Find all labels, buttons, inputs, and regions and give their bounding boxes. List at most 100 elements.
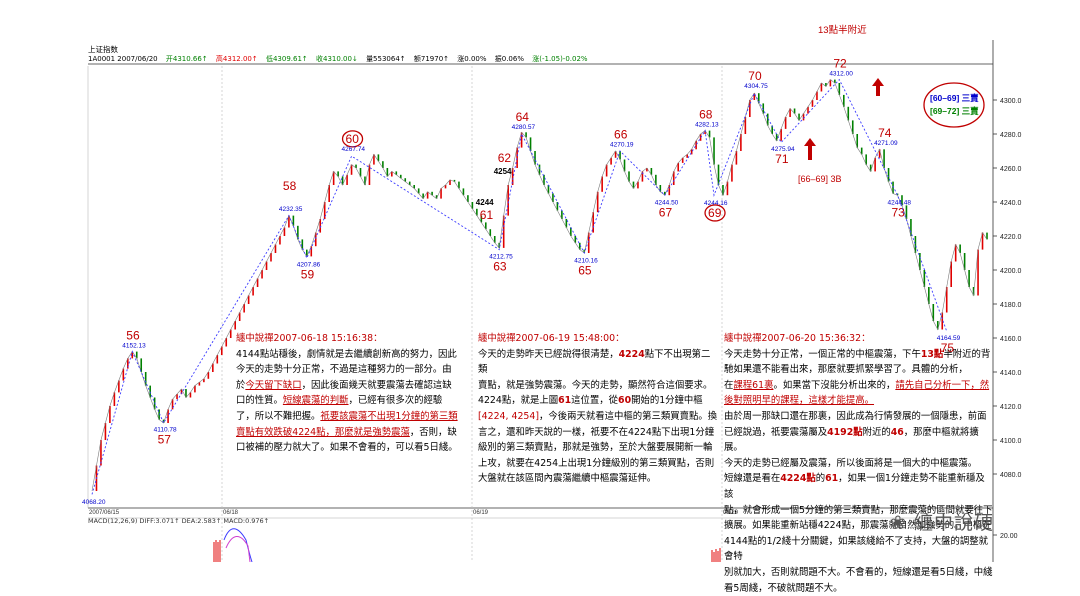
note2-line3d: 60 [618, 395, 632, 407]
note3-line1c: 半附近的背 [943, 348, 991, 360]
price-label: 4207.86 [297, 262, 321, 269]
wave-label-65: 65 [578, 264, 592, 278]
wave-label-58: 58 [283, 179, 297, 193]
wave-label-61: 61 [480, 208, 494, 222]
price-label: 4068.20 [82, 499, 106, 506]
note2-line4a: [4224, 4254] [478, 410, 539, 422]
quote-bar: 1A0001 2007/06/20 开4310.66↑ 高4312.00↑ 低4… [88, 54, 594, 64]
note3-line12: 別就加大，否則就問題不大。不會看的，短線還是看5日綫，中綫 [724, 566, 993, 578]
note1-line4c: ，已經有很多次的經驗 [348, 395, 443, 407]
note1-line4: 口的性質。 [236, 395, 283, 407]
price-label: 4244 [476, 198, 494, 207]
price-label: 4271.09 [874, 140, 898, 147]
y-tick-label: 4200.0 [1000, 268, 1022, 275]
note-2007-06-18: 纏中說禪2007-06-18 15:16:38： 4144點站穩後，劇情就是去繼… [236, 331, 470, 456]
note2-line1b: 4224 [618, 348, 645, 360]
price-label: 4254 [494, 167, 512, 176]
change-pct-value: 涨0.00% [457, 55, 487, 63]
note1-line7: 口被補的壓力就大了。如果不會看的，可以看5日綫。 [236, 442, 458, 454]
y-tick-label: 4240.0 [1000, 200, 1022, 207]
y-tick-label: 4280.0 [1000, 132, 1022, 139]
date-label: 06/20 [723, 510, 739, 516]
y-tick-label: 4120.0 [1000, 404, 1022, 411]
note2-line1a: 今天的走勢昨天已經說得很清楚， [478, 348, 619, 360]
y-tick-label: 4160.0 [1000, 336, 1022, 343]
callout-69-72-text: [69–72] 三賣 [930, 106, 979, 116]
wave-label-75: 75 [941, 341, 955, 355]
wave-label-69: 69 [708, 206, 722, 220]
note2-line3c: 這位置，從 [571, 395, 619, 407]
note3-line9: 點，就會形成一個5分鐘的第三類賣點，那麼震蕩的區間就要往下 [724, 504, 993, 516]
note2-title: 纏中說禪2007-06-19 15:48:00： [478, 333, 625, 344]
callout-ellipse [923, 82, 985, 128]
y-tick-label: 4300.0 [1000, 98, 1022, 105]
y-tick-label: 4220.0 [1000, 234, 1022, 241]
note3-line6e: ，那麼中樞就將擴展。 [724, 426, 979, 454]
note3-line10: 擴展。如果能重新站穩4224點，那震蕩就自然加強勢的。中樞在 [724, 520, 992, 532]
change-value: 涨(-1.05)-0.02% [532, 55, 588, 63]
note1-line5b: 祇要該震蕩不出現1分鐘的第三類 [320, 410, 458, 422]
note3-line13: 看5周綫，不破就問題不大。 [724, 582, 843, 594]
price-label: 4212.75 [489, 253, 513, 260]
price-label: 4110.78 [154, 427, 177, 434]
wave-label-66: 66 [614, 128, 628, 142]
note2-line3e: 開始的1分鐘中樞 [631, 395, 703, 407]
note3-line3d: 請先自己分析一下，然 [895, 379, 990, 391]
date-label: 2007/06/15 [89, 510, 120, 516]
wave-label-56: 56 [126, 328, 140, 342]
price-label: 4275.94 [771, 146, 795, 153]
wave-circle-69 [704, 204, 726, 222]
wave-label-67: 67 [659, 205, 673, 219]
y-tick-label: 4100.0 [1000, 438, 1022, 445]
note3-line6c: 附近的 [862, 426, 891, 438]
wave-label-73: 73 [892, 205, 906, 219]
watermark: ❀ 纏中說硬 [890, 508, 994, 535]
note3-line8a: 短線還是看在 [724, 473, 781, 485]
note1-line3c: ，因此後面幾天就要震蕩去確認這缺 [301, 379, 452, 391]
pivot-trend-line [91, 78, 948, 495]
macd-header: MACD(12,26,9) DIFF:3.071↑ DEA:2.583↑ MAC… [88, 517, 270, 525]
note1-line4b: 短線震蕩的判斷 [282, 395, 349, 407]
high-value: 高4312.00↑ [215, 55, 258, 63]
open-value: 开4310.66↑ [165, 55, 208, 63]
wave-label-71: 71 [775, 152, 789, 166]
note2-line8: 大盤就在該區間內震蕩繼續中樞震蕩延伸。 [478, 473, 657, 485]
wave-label-60: 60 [346, 132, 360, 146]
note2-line5: 言之，還和昨天說的一樣，祇要不在4224點下出現1分鐘 [478, 426, 715, 438]
price-chart-svg: 4300.0 4280.0 4260.0 4240.0 4220.0 4200.0 4180… [82, 24, 1022, 562]
note3-line6d: 46 [890, 426, 904, 438]
price-label: 4312.00 [829, 71, 853, 78]
price-label: 4152.13 [122, 342, 146, 349]
note3-line6b: 4192點 [827, 426, 863, 438]
note1-line5: 了，所以不難把握。 [236, 410, 321, 422]
price-label: 4244.50 [655, 199, 679, 206]
price-label: 4282.13 [695, 121, 719, 128]
price-label: 4304.75 [744, 83, 768, 90]
arrow-up-icon-71 [804, 138, 816, 160]
note2-line3b: 61 [558, 395, 572, 407]
note3-title: 纏中說禪2007-06-20 15:36:32： [724, 333, 871, 344]
note3-line6a: 已經說過，祇要震蕩屬及 [724, 426, 828, 438]
volume-value: 量553064↑ [366, 55, 406, 63]
note1-line3b: 今天留下缺口 [245, 379, 302, 391]
note2-line4b: ，今後兩天就看這中樞的第三類買賣點。換 [539, 410, 718, 422]
note1-line6b: ，否則，缺 [409, 426, 457, 438]
macd-diff-line [223, 528, 253, 562]
note1-line3a: 於 [236, 379, 246, 391]
wave-label-68: 68 [699, 107, 713, 121]
note3-line8c: 的 [815, 473, 826, 485]
price-label: 4232.35 [279, 206, 303, 213]
note2-line1c: 點下不出現第二類 [478, 348, 711, 376]
watermark-icon: ❀ [890, 512, 914, 534]
note-2007-06-20: 纏中說禪2007-06-20 15:36:32： 今天走勢十分正常，一個正常的中… [724, 331, 994, 596]
note2-line7: 上攻，就要在4254上出現1分鐘級別的第三類買點，否則 [478, 457, 715, 469]
note3-line5: 由於周一那缺口還在那裏，因此成為行情發展的一個隱患，前面 [724, 410, 987, 422]
note3-line8b: 4224點 [780, 473, 816, 485]
wave-label-70: 70 [748, 69, 762, 83]
wave-label-74: 74 [878, 126, 892, 140]
macd-tick-label: 20.00 [1000, 533, 1018, 540]
callout-13-text: 13點半附近 [818, 24, 867, 36]
note3-line2: 馳如果還不能看出來，那麼就要抓緊學習了。具體的分析， [724, 364, 968, 376]
note3-line11: 4144點的1/2綫十分關鍵，如果該綫給不了支持，大盤的調整就會特 [724, 535, 988, 563]
low-value: 低4309.61↑ [265, 55, 308, 63]
